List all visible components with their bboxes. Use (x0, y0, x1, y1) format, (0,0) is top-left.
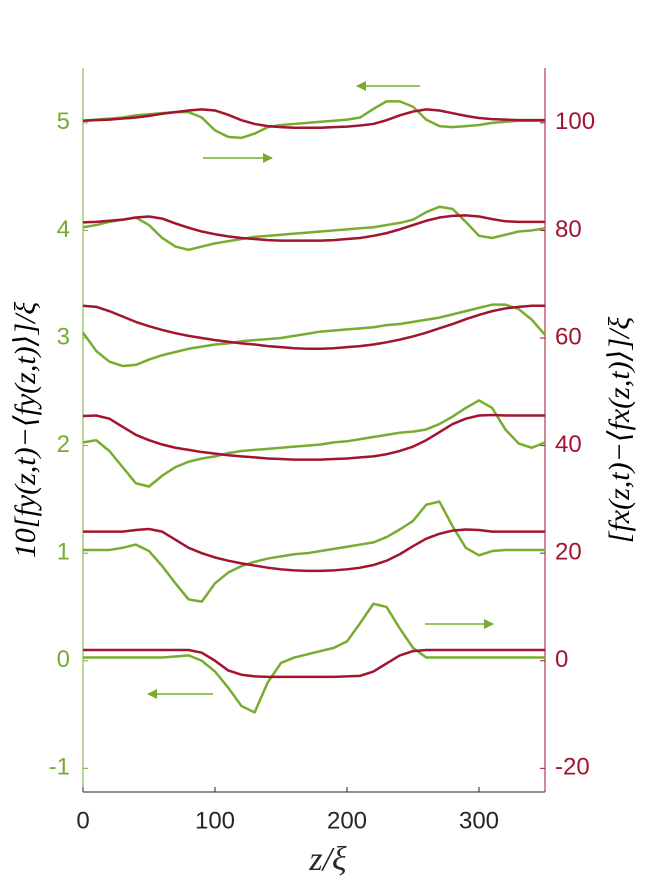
y-tick-label: 1 (57, 539, 70, 566)
x-tick-label: 300 (459, 807, 499, 834)
series-line (82, 205, 546, 252)
series-line (83, 500, 545, 603)
series-line (82, 108, 545, 129)
x-tick-label: 0 (76, 807, 89, 834)
y-tick-label: 2 (57, 431, 70, 458)
y2-tick-label: 60 (555, 323, 582, 350)
y-tick-label: 3 (57, 323, 70, 350)
series-line (83, 602, 545, 714)
x-tick-label: 100 (195, 807, 235, 834)
y2-tick-label: 100 (555, 108, 595, 135)
y2-tick-label: 80 (555, 216, 582, 243)
y-tick-label: 4 (57, 216, 70, 243)
y2-tick-label: 0 (555, 646, 568, 673)
series-line (82, 413, 545, 461)
series-line (83, 648, 545, 679)
series-line (82, 399, 546, 488)
y-axis-label: 10[fy(z,t)−⟨fy(z,t)⟩]/ξ (9, 302, 42, 559)
y-tick-label: -1 (49, 754, 70, 781)
y2-tick-label: 40 (555, 431, 582, 458)
series-line (82, 100, 545, 140)
y-tick-label: 5 (57, 108, 70, 135)
series-line (81, 303, 546, 368)
x-tick-label: 200 (327, 807, 367, 834)
series-line (82, 304, 545, 351)
y-tick-label: 0 (57, 646, 70, 673)
y2-tick-label: 20 (555, 539, 582, 566)
x-axis-label: z/ξ (308, 841, 347, 878)
y2-tick-label: -20 (555, 754, 590, 781)
series-line (82, 214, 545, 242)
y2-axis-label: [fx(z,t)−⟨fx(z,t)⟩]/ξ (603, 317, 636, 544)
arrows (147, 81, 494, 699)
series-line (83, 527, 545, 573)
